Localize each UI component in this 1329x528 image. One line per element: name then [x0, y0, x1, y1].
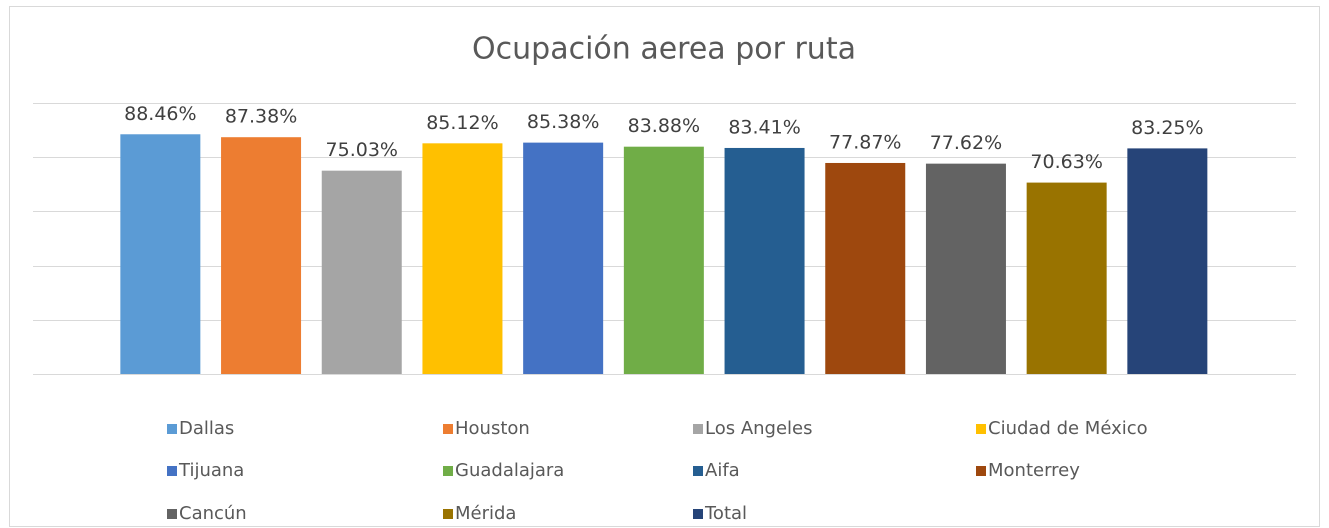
data-label: 83.41%: [728, 116, 800, 138]
legend-marker: [976, 424, 986, 434]
bar: [1127, 148, 1208, 374]
chart-title: Ocupación aerea por ruta: [472, 32, 856, 67]
legend-label: Tijuana: [178, 460, 244, 481]
legend-marker: [167, 466, 177, 476]
bar: [120, 134, 201, 374]
legend-label: Los Angeles: [705, 418, 813, 439]
legend-marker: [976, 466, 986, 476]
data-label: 83.88%: [628, 115, 700, 137]
legend-label: Ciudad de México: [988, 418, 1148, 439]
legend-marker: [693, 509, 703, 519]
data-label: 77.87%: [829, 131, 901, 153]
legend-marker: [443, 424, 453, 434]
data-label: 75.03%: [326, 139, 398, 161]
legend-marker: [693, 424, 703, 434]
bar: [623, 146, 704, 374]
bar: [1026, 182, 1107, 374]
legend-marker: [167, 424, 177, 434]
data-label: 85.12%: [426, 112, 498, 134]
data-label: 70.63%: [1030, 151, 1102, 173]
data-label: 88.46%: [124, 103, 196, 125]
legend-label: Monterrey: [988, 460, 1080, 481]
bar: [523, 142, 604, 374]
legend-label: Houston: [455, 418, 530, 439]
bar: [724, 147, 805, 374]
bar: [925, 163, 1006, 374]
bar: [825, 162, 906, 374]
data-label: 85.38%: [527, 111, 599, 133]
data-label: 83.25%: [1131, 117, 1203, 139]
legend-marker: [693, 466, 703, 476]
data-label: 87.38%: [225, 106, 297, 128]
legend-label: Mérida: [455, 503, 516, 524]
legend-label: Cancún: [179, 503, 247, 524]
legend-marker: [443, 466, 453, 476]
legend-label: Total: [704, 503, 747, 524]
bar: [422, 143, 503, 374]
legend-label: Guadalajara: [455, 460, 564, 481]
bar: [221, 137, 302, 374]
legend-label: Aifa: [705, 460, 740, 481]
bar: [321, 170, 402, 374]
legend-label: Dallas: [179, 418, 234, 439]
legend-marker: [443, 509, 453, 519]
legend-marker: [167, 509, 177, 519]
data-label: 77.62%: [930, 132, 1002, 154]
